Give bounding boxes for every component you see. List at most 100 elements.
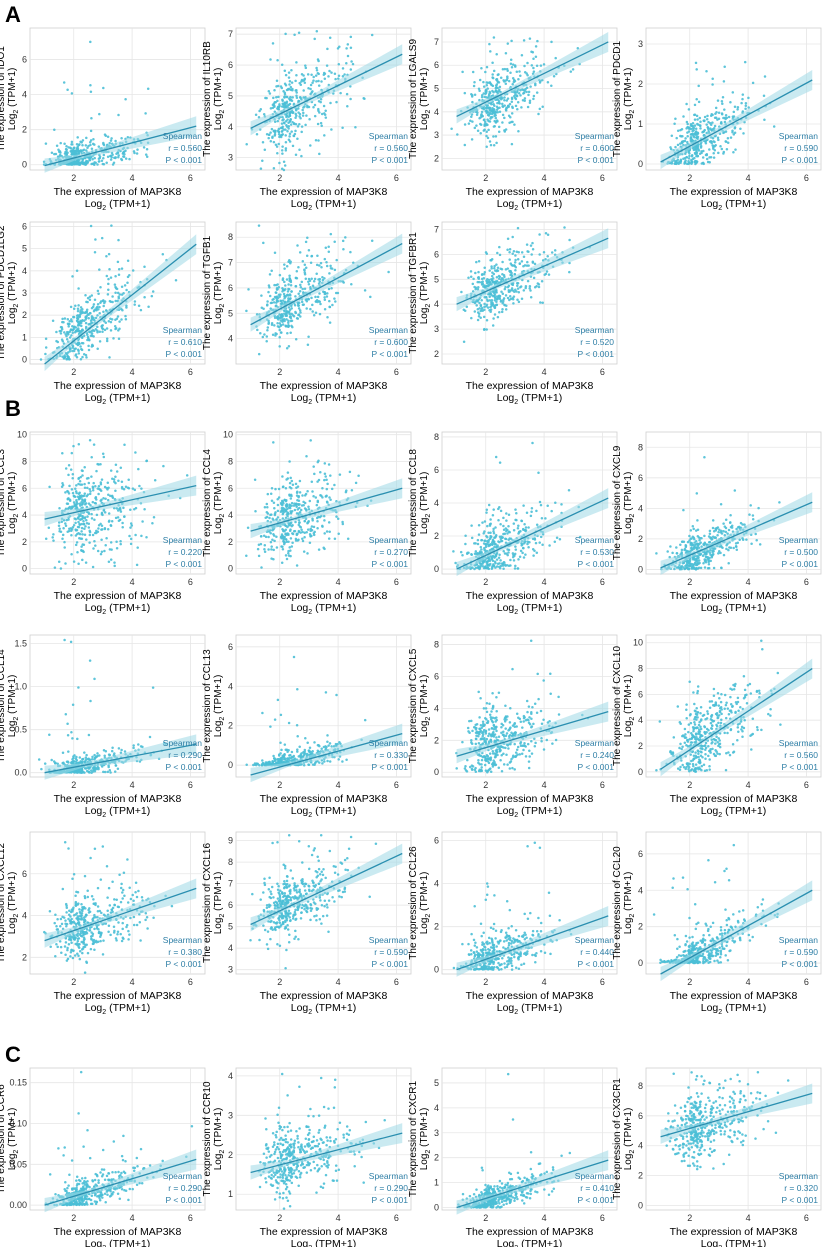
data-point — [486, 306, 490, 309]
data-point — [308, 499, 312, 503]
data-point — [265, 335, 269, 338]
data-point — [174, 278, 178, 282]
data-point — [272, 548, 275, 552]
data-point — [499, 76, 503, 80]
data-point — [751, 81, 755, 85]
data-point — [76, 145, 80, 149]
data-point — [73, 495, 76, 498]
data-point — [492, 143, 496, 147]
data-point — [101, 330, 104, 334]
data-point — [146, 87, 150, 91]
data-point — [84, 163, 87, 166]
data-point — [91, 488, 95, 492]
data-point — [278, 322, 282, 325]
data-point — [689, 133, 693, 136]
data-point — [291, 314, 295, 317]
data-point — [114, 285, 117, 289]
data-point — [99, 301, 102, 304]
data-point — [117, 238, 120, 242]
data-point — [531, 247, 535, 251]
data-point — [94, 316, 98, 320]
data-point — [480, 115, 484, 118]
data-point — [291, 541, 294, 545]
data-point — [117, 113, 120, 117]
data-point — [736, 106, 740, 109]
data-point — [283, 69, 287, 73]
data-point — [479, 131, 482, 135]
data-point — [509, 71, 512, 75]
data-point — [511, 252, 514, 255]
data-point — [462, 340, 466, 343]
data-point — [290, 130, 293, 133]
data-point — [291, 483, 295, 487]
data-point — [511, 555, 515, 559]
data-point — [311, 303, 314, 307]
data-point — [325, 494, 328, 497]
data-point — [77, 562, 80, 566]
data-point — [310, 277, 313, 281]
data-point — [334, 77, 337, 81]
data-point — [91, 500, 95, 504]
panel-label-A: A — [5, 2, 21, 27]
data-point — [276, 316, 279, 320]
data-point — [732, 133, 736, 136]
data-point — [519, 285, 523, 288]
data-point — [514, 269, 517, 272]
data-point — [499, 267, 502, 271]
y-tick-label: 6 — [434, 465, 439, 475]
data-point — [65, 148, 68, 151]
x-axis-label: The expression of MAP3K8 — [466, 590, 594, 602]
data-point — [479, 122, 482, 126]
x-axis-unit-label: Log2 (TPM+1) — [291, 392, 356, 406]
data-point — [540, 279, 544, 283]
data-point — [495, 263, 498, 266]
data-point — [505, 552, 508, 555]
data-point — [113, 561, 116, 564]
data-point — [281, 152, 284, 155]
data-point — [483, 305, 486, 309]
stat-p-value: P < 0.001 — [578, 155, 615, 165]
data-point — [94, 544, 97, 547]
data-point — [762, 94, 766, 97]
y-axis-unit-tpm: (TPM+1) — [213, 262, 224, 304]
data-point — [263, 506, 267, 509]
data-point — [506, 76, 509, 80]
data-point — [297, 292, 300, 296]
data-point — [120, 158, 124, 162]
data-point — [697, 100, 701, 104]
data-point — [287, 283, 290, 286]
data-point — [289, 297, 292, 300]
data-point — [328, 305, 331, 309]
data-point — [138, 484, 141, 488]
data-point — [688, 534, 691, 538]
data-point — [501, 260, 504, 264]
data-point — [313, 37, 316, 41]
data-point — [680, 551, 683, 554]
data-point — [732, 150, 735, 154]
data-point — [475, 113, 479, 117]
data-point — [66, 322, 70, 326]
data-point — [273, 134, 277, 137]
data-point — [496, 73, 500, 77]
data-point — [113, 283, 117, 286]
data-point — [291, 325, 294, 329]
data-point — [712, 147, 715, 151]
x-axis-unit-log: Log — [85, 392, 103, 404]
data-point — [286, 104, 290, 107]
data-point — [315, 66, 318, 70]
x-axis-unit-log: Log — [291, 198, 309, 210]
data-point — [121, 521, 124, 525]
data-point — [671, 551, 674, 555]
data-point — [693, 103, 697, 107]
data-point — [349, 250, 352, 254]
data-point — [90, 147, 94, 150]
data-point — [705, 123, 708, 126]
x-axis-label: The expression of MAP3K8 — [54, 590, 182, 602]
data-point — [284, 119, 288, 123]
data-point — [687, 564, 691, 567]
data-point — [259, 167, 263, 170]
data-point — [669, 545, 672, 548]
data-point — [541, 543, 544, 547]
data-point — [77, 287, 80, 290]
x-tick-label: 4 — [746, 173, 751, 183]
